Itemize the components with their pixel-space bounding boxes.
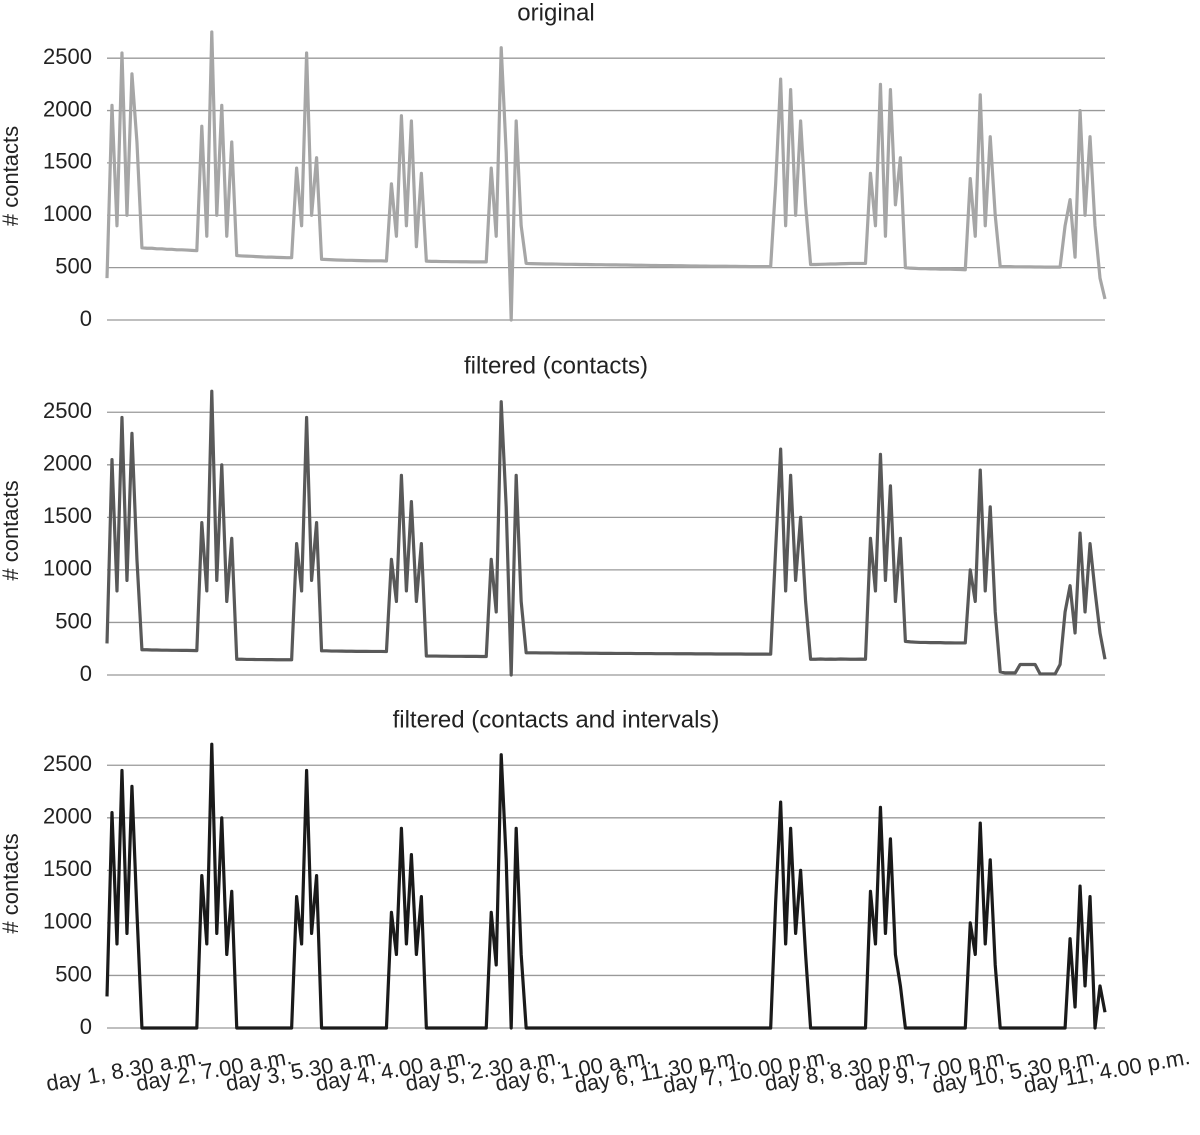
chart-title: filtered (contacts and intervals) (393, 706, 720, 733)
y-tick-label: 2500 (43, 751, 92, 776)
y-tick-label: 1000 (43, 909, 92, 934)
data-line (105, 389, 1107, 677)
data-line (105, 30, 1107, 322)
y-tick-label: 1000 (43, 556, 92, 581)
y-tick-label: 1500 (43, 503, 92, 528)
chart-title: filtered (contacts) (464, 352, 648, 379)
y-tick-label: 2000 (43, 96, 92, 121)
y-tick-label: 1000 (43, 201, 92, 226)
y-tick-label: 0 (80, 661, 92, 686)
chart-title: original (517, 0, 594, 26)
y-tick-label: 500 (55, 961, 92, 986)
y-tick-label: 1500 (43, 149, 92, 174)
y-tick-label: 0 (80, 306, 92, 331)
y-tick-label: 2000 (43, 451, 92, 476)
y-axis-label: # contacts (0, 480, 23, 580)
y-tick-label: 1500 (43, 856, 92, 881)
y-tick-label: 2500 (43, 44, 92, 69)
y-tick-label: 500 (55, 253, 92, 278)
y-tick-label: 500 (55, 608, 92, 633)
data-line (105, 742, 1107, 1030)
y-tick-label: 2500 (43, 398, 92, 423)
y-tick-label: 2000 (43, 804, 92, 829)
y-tick-label: 0 (80, 1014, 92, 1039)
y-axis-label: # contacts (0, 126, 23, 226)
y-axis-label: # contacts (0, 833, 23, 933)
